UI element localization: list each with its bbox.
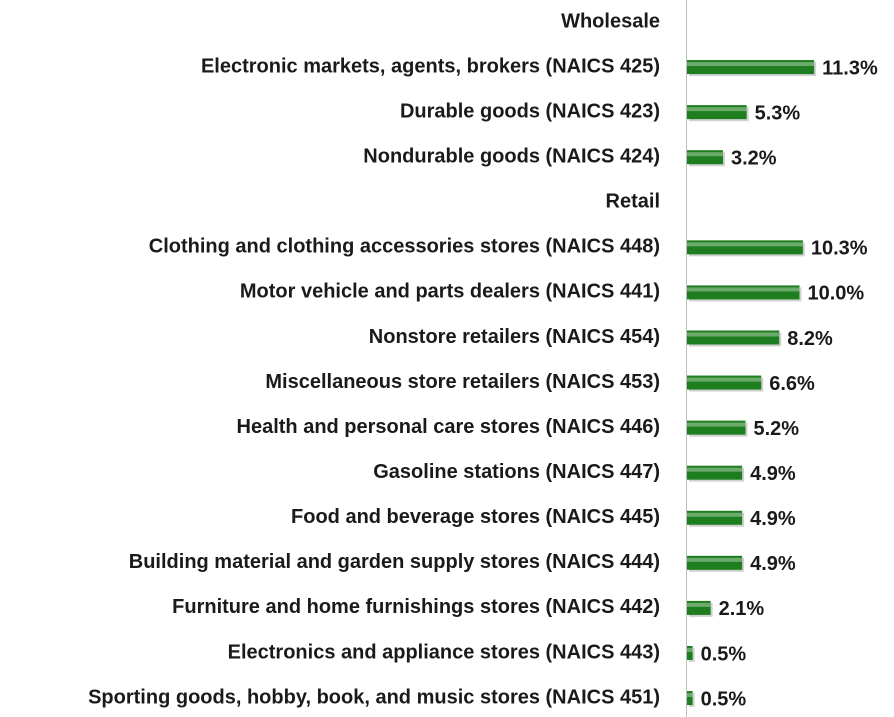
category-label: Sporting goods, hobby, book, and music s… bbox=[88, 686, 660, 708]
category-label: Building material and garden supply stor… bbox=[129, 551, 660, 573]
bar bbox=[687, 691, 693, 706]
category-label: Retail bbox=[606, 191, 660, 213]
bar bbox=[687, 645, 693, 660]
bar bbox=[687, 150, 723, 165]
category-label: Furniture and home furnishings stores (N… bbox=[172, 596, 660, 618]
bar-highlight bbox=[687, 332, 780, 337]
bar-highlight bbox=[687, 107, 747, 112]
bar-highlight bbox=[687, 557, 743, 562]
category-label: Food and beverage stores (NAICS 445) bbox=[291, 506, 660, 528]
bar bbox=[687, 375, 762, 390]
bar bbox=[687, 465, 743, 480]
value-label: 10.0% bbox=[808, 283, 865, 305]
bar bbox=[687, 330, 780, 345]
bar bbox=[687, 420, 746, 435]
value-label: 10.3% bbox=[811, 238, 868, 260]
category-label: Electronic markets, agents, brokers (NAI… bbox=[201, 55, 660, 77]
bar-highlight bbox=[687, 422, 746, 427]
bar-highlight bbox=[687, 287, 800, 292]
category-label: Motor vehicle and parts dealers (NAICS 4… bbox=[240, 281, 660, 303]
bar-highlight bbox=[687, 377, 762, 382]
value-label: 5.2% bbox=[754, 418, 800, 440]
bar-highlight bbox=[687, 242, 803, 247]
category-label: Wholesale bbox=[561, 10, 660, 32]
value-label: 4.9% bbox=[750, 463, 796, 485]
bar bbox=[687, 285, 800, 300]
bar bbox=[687, 60, 815, 75]
bar-highlight bbox=[687, 467, 743, 472]
bar-highlight bbox=[687, 693, 693, 698]
value-label: 11.3% bbox=[822, 57, 878, 79]
category-label: Health and personal care stores (NAICS 4… bbox=[237, 416, 660, 438]
value-label: 5.3% bbox=[755, 102, 801, 124]
category-label: Nondurable goods (NAICS 424) bbox=[363, 145, 660, 167]
category-label: Clothing and clothing accessories stores… bbox=[149, 236, 660, 258]
value-label: 8.2% bbox=[787, 328, 833, 350]
value-label: 4.9% bbox=[750, 553, 796, 575]
value-label: 3.2% bbox=[731, 147, 777, 169]
bar-highlight bbox=[687, 152, 723, 157]
bar bbox=[687, 600, 711, 615]
bar bbox=[687, 240, 803, 255]
category-label: Durable goods (NAICS 423) bbox=[400, 100, 660, 122]
value-label: 4.9% bbox=[750, 508, 796, 530]
value-label: 0.5% bbox=[701, 688, 747, 710]
value-label: 6.6% bbox=[769, 373, 815, 395]
value-label: 0.5% bbox=[701, 643, 747, 665]
category-label: Nonstore retailers (NAICS 454) bbox=[369, 326, 660, 348]
category-label: Gasoline stations (NAICS 447) bbox=[373, 461, 660, 483]
bar bbox=[687, 510, 743, 525]
bar bbox=[687, 105, 747, 120]
value-label: 2.1% bbox=[719, 598, 765, 620]
category-label: Miscellaneous store retailers (NAICS 453… bbox=[265, 371, 660, 393]
category-label: Electronics and appliance stores (NAICS … bbox=[228, 641, 660, 663]
bar-highlight bbox=[687, 647, 693, 652]
bar-highlight bbox=[687, 62, 815, 67]
bar-highlight bbox=[687, 602, 711, 607]
bar-highlight bbox=[687, 512, 743, 517]
bar bbox=[687, 555, 743, 570]
